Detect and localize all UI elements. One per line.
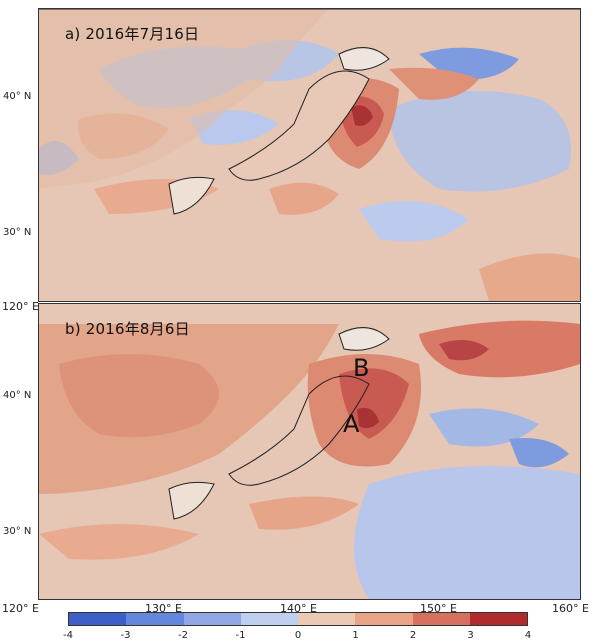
colorbar-tick: 0 [294, 630, 302, 641]
colorbar-tick: 1 [352, 630, 359, 641]
x-tick-120: 120° E [2, 602, 39, 615]
panel-b-label: b) 2016年8月6日 [65, 320, 190, 338]
colorbar-segment [355, 613, 413, 625]
y-tick-b-40: 40° N [3, 390, 32, 401]
y-tick-a-30: 30° N [3, 227, 32, 238]
colorbar-segment [126, 613, 184, 625]
colorbar-segment [298, 613, 356, 625]
colorbar-tick: 3 [467, 630, 474, 641]
x-tick-130: 130° E [145, 602, 182, 615]
region-label-b: B [353, 354, 370, 382]
y-tick-a-40: 40° N [3, 91, 32, 102]
colorbar [68, 612, 528, 626]
colorbar-segment [412, 613, 470, 625]
colorbar-tick: 2 [409, 630, 417, 641]
x-tick-140: 140° E [280, 602, 317, 615]
colorbar-segment [469, 613, 527, 625]
map-panel-a: a) 2016年7月16日 [38, 8, 581, 302]
anomaly-map-a [39, 9, 580, 301]
colorbar-tick: -4 [63, 630, 73, 641]
x-tick-150: 150° E [420, 602, 457, 615]
colorbar-tick: -1 [235, 630, 246, 641]
colorbar-tick: -3 [120, 630, 131, 641]
map-panel-b: b) 2016年8月6日 B A [38, 303, 581, 600]
anomaly-map-b [39, 304, 580, 599]
x-tick-a-120: 120° E [2, 300, 39, 313]
colorbar-tick: -2 [178, 630, 188, 641]
y-tick-b-30: 30° N [3, 526, 32, 537]
colorbar-segment [69, 613, 127, 625]
colorbar-segment [240, 613, 298, 625]
colorbar-tick: 4 [524, 630, 532, 641]
region-label-a: A [343, 410, 360, 438]
x-tick-160: 160° E [552, 602, 589, 615]
panel-a-label: a) 2016年7月16日 [65, 25, 200, 43]
colorbar-segment [183, 613, 241, 625]
